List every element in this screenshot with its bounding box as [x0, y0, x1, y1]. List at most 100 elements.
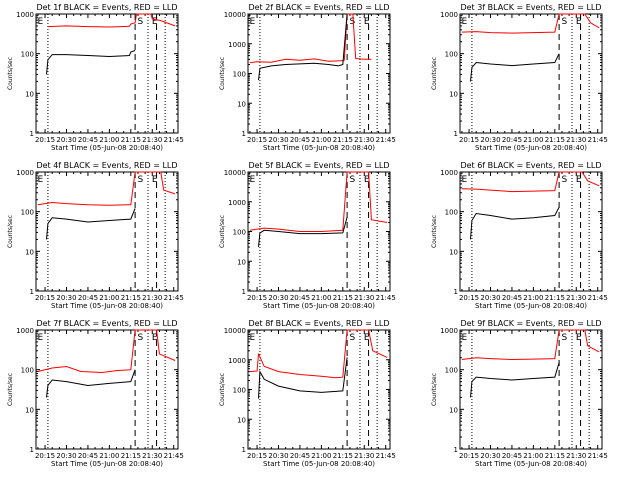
x-tick-label: 21:15	[545, 136, 565, 144]
x-tick-label: 20:45	[502, 294, 522, 302]
x-tick-label: 21:45	[164, 294, 184, 302]
y-tick-label: 1	[454, 288, 458, 296]
plot-frame	[459, 329, 603, 450]
time-marker-label: S	[138, 175, 144, 185]
y-tick-label: 100	[445, 51, 458, 59]
x-tick-label: 21:30	[142, 452, 162, 460]
y-axis-label: Counts/sec	[219, 373, 226, 406]
y-tick-label: 1000	[16, 327, 34, 335]
y-axis-label: Counts/sec	[431, 373, 438, 406]
events-series	[470, 206, 560, 240]
chart-title: Det 8f BLACK = Events, RED = LLD	[248, 319, 389, 328]
lld-series	[461, 171, 600, 193]
x-tick-label: 20:15	[35, 136, 55, 144]
events-series	[258, 357, 348, 399]
x-tick-label: 21:15	[545, 294, 565, 302]
x-tick-label: 20:15	[247, 136, 267, 144]
x-tick-label: 21:00	[99, 136, 119, 144]
x-axis-label: Start Time (05-Jun-08 20:08:40)	[51, 302, 163, 310]
time-marker-label: E	[152, 17, 158, 27]
y-tick-label: 1000	[16, 11, 34, 19]
lld-series	[249, 329, 388, 379]
y-tick-label: 1000	[16, 169, 34, 177]
chart-panel-4: Det 4f BLACK = Events, RED = LLD Counts/s…	[7, 161, 184, 310]
lld-series	[461, 329, 600, 361]
y-tick-label: 1000	[440, 169, 458, 177]
y-tick-label: 100	[233, 387, 246, 395]
x-tick-label: 20:15	[459, 452, 479, 460]
y-tick-label: 1	[242, 288, 246, 296]
lld-series	[249, 13, 372, 64]
x-tick-label: 21:30	[142, 136, 162, 144]
x-tick-label: 21:45	[164, 452, 184, 460]
time-marker-label: S	[562, 17, 568, 27]
y-tick-label: 10000	[224, 11, 246, 19]
y-tick-label: 1	[454, 130, 458, 138]
x-tick-label: 20:30	[480, 452, 500, 460]
x-tick-label: 20:45	[502, 136, 522, 144]
time-marker-label: E	[152, 175, 158, 185]
chart-panel-9: Det 9f BLACK = Events, RED = LLD Counts/s…	[431, 319, 608, 468]
x-tick-label: 20:45	[78, 294, 98, 302]
lld-series	[37, 171, 176, 206]
y-tick-label: 100	[21, 209, 34, 217]
time-marker-label: E	[364, 175, 370, 185]
x-tick-label: 20:30	[480, 136, 500, 144]
x-axis-label: Start Time (05-Jun-08 20:08:40)	[263, 144, 375, 152]
plot-frame	[35, 329, 179, 450]
y-tick-label: 1000	[228, 199, 246, 207]
x-axis-label: Start Time (05-Jun-08 20:08:40)	[51, 144, 163, 152]
chart-panel-3: Det 3f BLACK = Events, RED = LLD Counts/s…	[431, 3, 608, 152]
events-series	[258, 13, 348, 81]
chart-title: Det 5f BLACK = Events, RED = LLD	[248, 161, 389, 170]
x-tick-label: 20:15	[459, 294, 479, 302]
events-series	[470, 53, 560, 82]
x-tick-label: 20:30	[268, 452, 288, 460]
y-tick-label: 100	[445, 209, 458, 217]
x-tick-label: 20:30	[480, 294, 500, 302]
y-tick-label: 100	[233, 229, 246, 237]
y-tick-label: 1	[30, 130, 34, 138]
plot-frame	[459, 171, 603, 292]
time-marker-label: E	[461, 333, 467, 343]
y-tick-label: 10	[449, 248, 458, 256]
y-axis-label: Counts/sec	[219, 57, 226, 90]
y-axis-label: Counts/sec	[431, 57, 438, 90]
x-tick-label: 21:45	[376, 294, 396, 302]
events-series	[46, 369, 136, 398]
x-tick-label: 21:15	[121, 452, 141, 460]
y-tick-label: 10	[449, 90, 458, 98]
y-axis-label: Counts/sec	[219, 215, 226, 248]
chart-title: Det 3f BLACK = Events, RED = LLD	[460, 3, 601, 12]
y-tick-label: 10000	[224, 169, 246, 177]
time-marker-label: E	[37, 17, 43, 27]
y-tick-label: 1	[30, 446, 34, 454]
y-tick-label: 10000	[224, 327, 246, 335]
x-tick-label: 21:00	[311, 294, 331, 302]
x-tick-label: 21:00	[99, 452, 119, 460]
x-tick-label: 20:45	[502, 452, 522, 460]
chart-panel-6: Det 6f BLACK = Events, RED = LLD Counts/s…	[431, 161, 608, 310]
plot-frame	[35, 171, 179, 292]
y-tick-label: 100	[445, 367, 458, 375]
time-marker-label: E	[37, 333, 43, 343]
x-tick-label: 21:45	[376, 452, 396, 460]
y-tick-label: 10	[25, 90, 34, 98]
chart-title: Det 7f BLACK = Events, RED = LLD	[36, 319, 177, 328]
y-tick-label: 10	[237, 100, 246, 108]
y-tick-label: 100	[21, 51, 34, 59]
x-tick-label: 20:30	[56, 294, 76, 302]
chart-panel-8: Det 8f BLACK = Events, RED = LLD Counts/s…	[219, 319, 396, 468]
y-tick-label: 10	[25, 248, 34, 256]
chart-panel-2: Det 2f BLACK = Events, RED = LLD Counts/s…	[219, 3, 396, 152]
x-tick-label: 21:15	[333, 136, 353, 144]
x-axis-label: Start Time (05-Jun-08 20:08:40)	[475, 302, 587, 310]
x-tick-label: 20:15	[459, 136, 479, 144]
x-tick-label: 21:45	[588, 294, 608, 302]
time-marker-label: E	[249, 17, 255, 27]
y-tick-label: 100	[21, 367, 34, 375]
y-tick-label: 1	[30, 288, 34, 296]
time-marker-label: S	[138, 333, 144, 343]
chart-title: Det 1f BLACK = Events, RED = LLD	[36, 3, 177, 12]
y-tick-label: 1000	[228, 41, 246, 49]
